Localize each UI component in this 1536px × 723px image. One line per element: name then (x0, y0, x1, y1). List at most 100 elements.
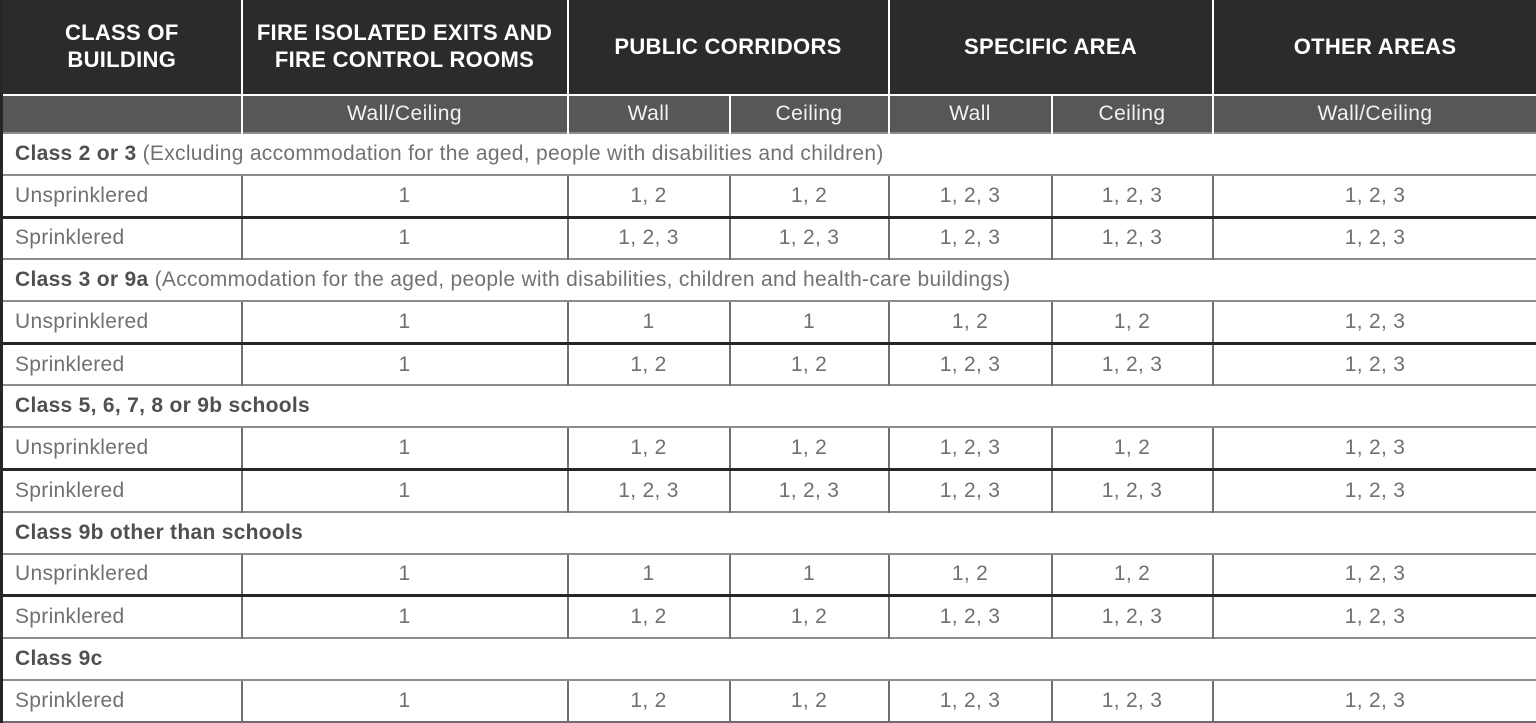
header-row-groups: CLASS OF BUILDING FIRE ISOLATED EXITS AN… (1, 0, 1536, 96)
cell-value: 1, 2, 3 (887, 175, 1052, 218)
table-row: Unsprinklered 1 1, 2 1, 2 1, 2, 3 1, 2, 3 1, 2… (1, 175, 1536, 218)
cell-value: 1, 2, 3 (1211, 427, 1536, 470)
row-label: Sprinklered (1, 215, 242, 260)
subheader-specific-wall: Wall (887, 95, 1052, 133)
cell-value: 1 (240, 594, 568, 638)
table-row: Sprinklered 1 1, 2, 3 1, 2, 3 1, 2, 3 1, 2, 3… (1, 467, 1536, 512)
cell-value: 1, 2 (728, 341, 889, 386)
cell-value: 1, 2, 3 (887, 679, 1052, 722)
cell-value: 1 (240, 301, 568, 344)
subheader-specific-ceiling: Ceiling (1050, 95, 1213, 133)
cell-value: 1, 2, 3 (566, 215, 730, 260)
cell-value: 1 (240, 467, 568, 512)
cell-value: 1, 2, 3 (728, 467, 889, 512)
row-label: Sprinklered (1, 594, 242, 638)
row-label: Unsprinklered (1, 553, 242, 596)
cell-value: 1, 2 (566, 594, 730, 638)
cell-value: 1, 2 (1050, 553, 1213, 596)
table-body: Class 2 or 3 (Excluding accommodation fo… (1, 131, 1536, 722)
cell-value: 1, 2, 3 (1050, 215, 1213, 260)
cell-value: 1, 2, 3 (887, 594, 1052, 638)
cell-value: 1 (240, 341, 568, 386)
cell-value: 1, 2, 3 (1050, 467, 1213, 512)
column-header-class-of-building: CLASS OF BUILDING (1, 0, 242, 96)
table-row: Sprinklered 1 1, 2, 3 1, 2, 3 1, 2, 3 1, 2, 3… (1, 215, 1536, 260)
cell-value: 1, 2 (887, 301, 1052, 344)
table-row: Unsprinklered 1 1, 2 1, 2 1, 2, 3 1, 2 1, 2, 3 (1, 427, 1536, 470)
section-header-row: Class 2 or 3 (Excluding accommodation fo… (1, 131, 1536, 177)
cell-value: 1, 2, 3 (1211, 341, 1536, 386)
subheader-corridors-wall: Wall (566, 95, 730, 133)
cell-value: 1, 2, 3 (1050, 594, 1213, 638)
cell-value: 1, 2 (566, 341, 730, 386)
cell-value: 1, 2 (728, 594, 889, 638)
cell-value: 1 (240, 679, 568, 722)
cell-value: 1, 2 (566, 175, 730, 218)
section-header-cell: Class 9b other than schools (1, 510, 1536, 555)
row-label: Unsprinklered (1, 301, 242, 344)
cell-value: 1, 2 (887, 553, 1052, 596)
cell-value: 1, 2 (1050, 301, 1213, 344)
row-label: Unsprinklered (1, 175, 242, 218)
table-row: Sprinklered 1 1, 2 1, 2 1, 2, 3 1, 2, 3 1, 2, … (1, 341, 1536, 386)
cell-value: 1, 2, 3 (887, 467, 1052, 512)
section-header-cell: Class 9c (1, 636, 1536, 681)
cell-value: 1, 2, 3 (1050, 679, 1213, 722)
cell-value: 1, 2, 3 (1211, 594, 1536, 638)
cell-value: 1, 2, 3 (887, 215, 1052, 260)
cell-value: 1 (240, 215, 568, 260)
cell-value: 1, 2 (728, 175, 889, 218)
section-title: Class 5, 6, 7, 8 or 9b schools (15, 394, 310, 418)
cell-value: 1 (240, 553, 568, 596)
cell-value: 1, 2, 3 (1211, 301, 1536, 344)
cell-value: 1, 2, 3 (1211, 553, 1536, 596)
column-header-other-areas: OTHER AREAS (1211, 0, 1536, 96)
table-row: Unsprinklered 1 1 1 1, 2 1, 2 1, 2, 3 (1, 553, 1536, 596)
row-label: Unsprinklered (1, 427, 242, 470)
cell-value: 1 (728, 553, 889, 596)
section-header-row: Class 3 or 9a (Accommodation for the age… (1, 258, 1536, 303)
section-header-row: Class 9b other than schools (1, 510, 1536, 555)
row-label: Sprinklered (1, 679, 242, 722)
subheader-fire-exits-wall-ceiling: Wall/Ceiling (240, 95, 568, 133)
header-row-surfaces: Wall/Ceiling Wall Ceiling Wall Ceiling W… (1, 95, 1536, 133)
cell-value: 1, 2 (1050, 427, 1213, 470)
table-row: Sprinklered 1 1, 2 1, 2 1, 2, 3 1, 2, 3 1, 2, … (1, 679, 1536, 722)
cell-value: 1, 2, 3 (1211, 175, 1536, 218)
cell-value: 1, 2 (728, 679, 889, 722)
table-row: Sprinklered 1 1, 2 1, 2 1, 2, 3 1, 2, 3 1, 2, … (1, 594, 1536, 638)
cell-value: 1, 2, 3 (1050, 341, 1213, 386)
section-title: Class 3 or 9a (15, 268, 149, 292)
cell-value: 1 (240, 175, 568, 218)
section-subtitle: (Excluding accommodation for the aged, p… (142, 142, 884, 166)
column-header-public-corridors: PUBLIC CORRIDORS (566, 0, 889, 96)
row-label: Sprinklered (1, 467, 242, 512)
section-header-cell: Class 5, 6, 7, 8 or 9b schools (1, 384, 1536, 429)
row-label: Sprinklered (1, 341, 242, 386)
section-header-cell: Class 2 or 3 (Excluding accommodation fo… (1, 131, 1536, 177)
cell-value: 1, 2, 3 (1211, 467, 1536, 512)
cell-value: 1 (728, 301, 889, 344)
section-title: Class 9b other than schools (15, 520, 304, 544)
section-header-row: Class 5, 6, 7, 8 or 9b schools (1, 384, 1536, 429)
cell-value: 1, 2, 3 (887, 427, 1052, 470)
cell-value: 1, 2 (728, 427, 889, 470)
subheader-empty-cell (1, 95, 242, 133)
column-header-specific-area: SPECIFIC AREA (887, 0, 1213, 96)
cell-value: 1, 2, 3 (1050, 175, 1213, 218)
cell-value: 1, 2, 3 (566, 467, 730, 512)
cell-value: 1 (566, 301, 730, 344)
column-header-fire-isolated-exits: FIRE ISOLATED EXITS AND FIRE CONTROL ROO… (240, 0, 568, 96)
subheader-corridors-ceiling: Ceiling (728, 95, 889, 133)
cell-value: 1, 2, 3 (887, 341, 1052, 386)
cell-value: 1, 2, 3 (1211, 679, 1536, 722)
section-title: Class 2 or 3 (15, 142, 137, 166)
section-header-row: Class 9c (1, 636, 1536, 681)
table-header: CLASS OF BUILDING FIRE ISOLATED EXITS AN… (1, 0, 1536, 133)
section-header-cell: Class 3 or 9a (Accommodation for the age… (1, 258, 1536, 303)
cell-value: 1 (240, 427, 568, 470)
cell-value: 1, 2, 3 (728, 215, 889, 260)
section-subtitle: (Accommodation for the aged, people with… (154, 268, 1011, 292)
cell-value: 1, 2 (566, 679, 730, 722)
